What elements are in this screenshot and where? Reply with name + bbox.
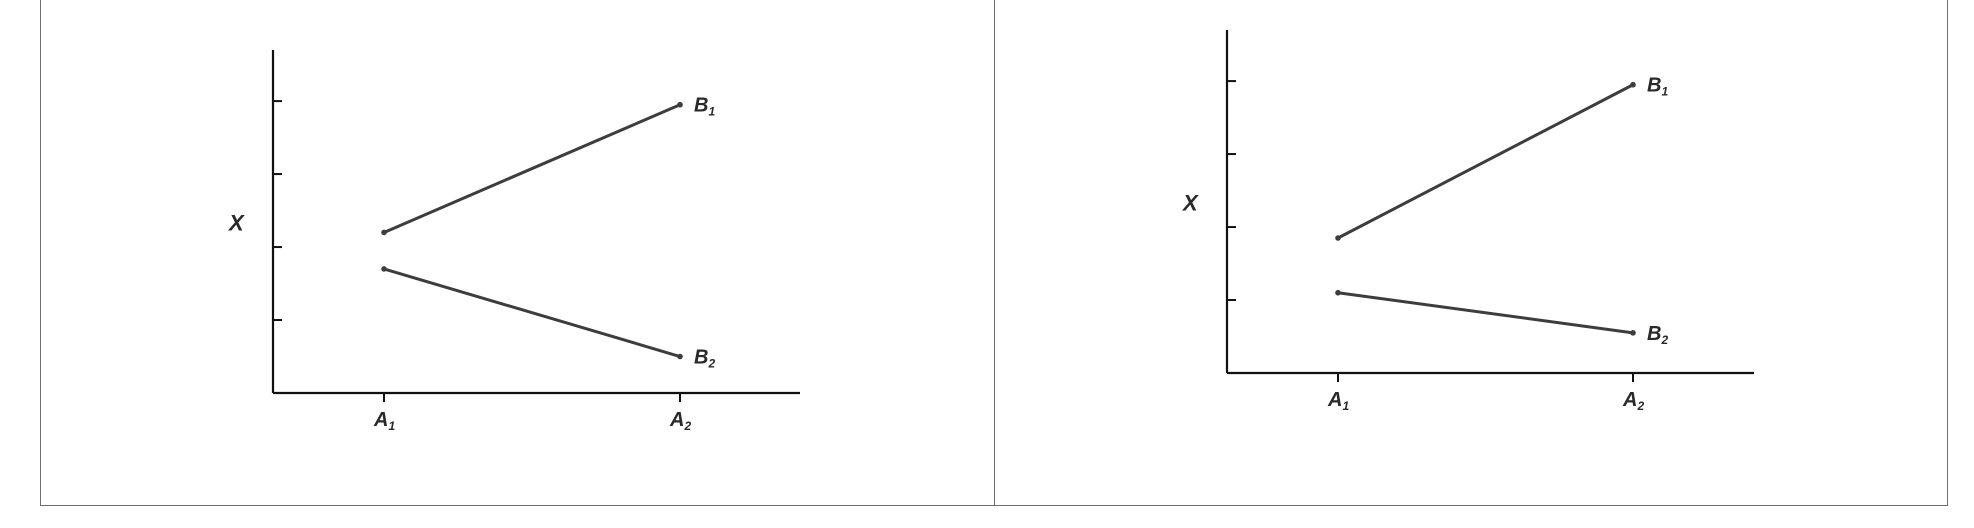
data-point bbox=[1335, 235, 1341, 241]
series-label: B1 bbox=[694, 95, 715, 119]
data-point bbox=[381, 229, 387, 236]
x-tick-label: A1 bbox=[373, 409, 395, 433]
panel-divider bbox=[994, 0, 995, 506]
data-point bbox=[1630, 330, 1636, 336]
y-axis-label: X bbox=[227, 211, 245, 236]
x-tick-label: A2 bbox=[1622, 389, 1644, 413]
x-tick-label: A1 bbox=[1327, 389, 1349, 413]
x-tick-label: A2 bbox=[669, 409, 691, 433]
data-point bbox=[677, 353, 683, 360]
data-point bbox=[381, 266, 387, 272]
data-point bbox=[677, 101, 683, 108]
y-axis-label: X bbox=[1181, 191, 1199, 216]
data-point bbox=[1630, 81, 1636, 88]
series-label: B2 bbox=[694, 347, 715, 371]
series-label: B2 bbox=[1647, 323, 1668, 347]
data-point bbox=[1335, 289, 1341, 296]
series-line bbox=[1336, 291, 1635, 335]
series-label: B1 bbox=[1647, 75, 1668, 99]
series-line bbox=[1336, 83, 1635, 240]
chart-left: A1 A2 X B1 B2 bbox=[227, 50, 800, 433]
series-line bbox=[382, 103, 682, 234]
series-line bbox=[382, 267, 682, 359]
